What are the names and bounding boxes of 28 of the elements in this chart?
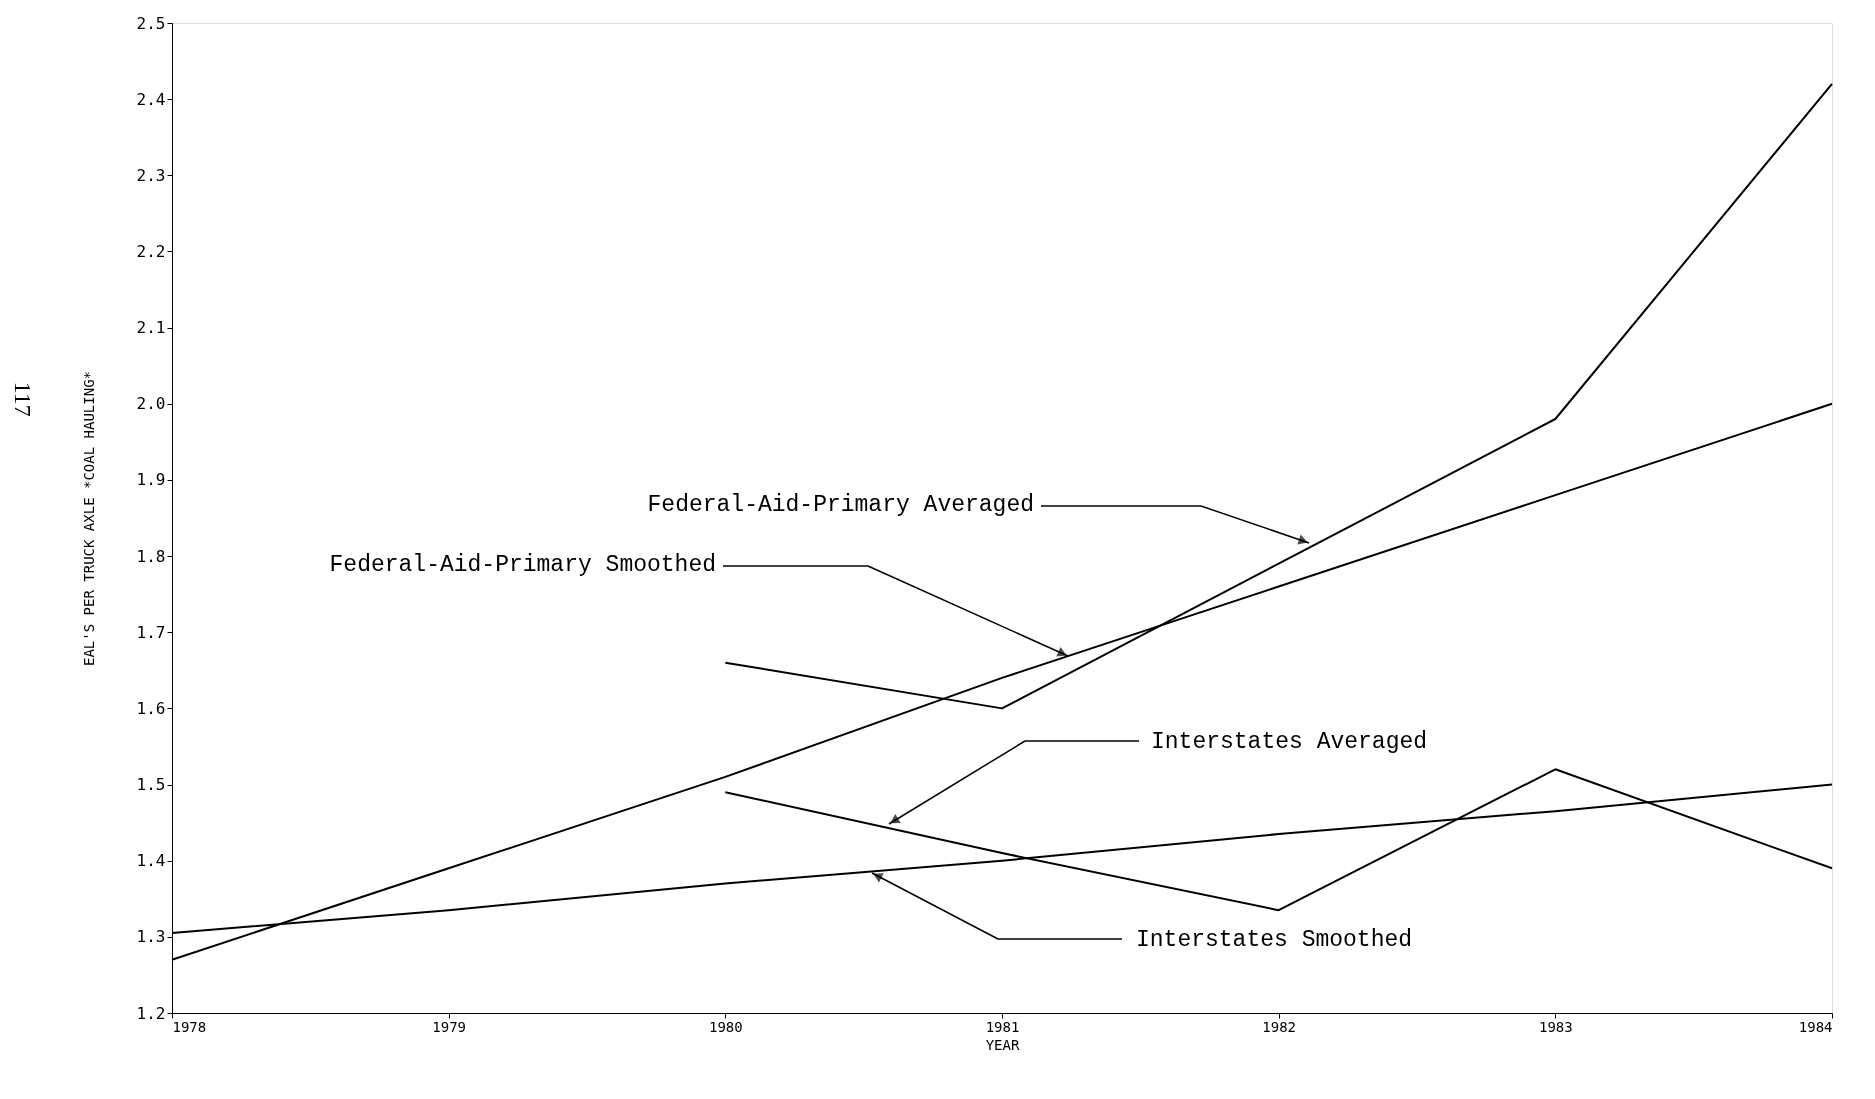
x-tick-label: 1981 — [985, 1018, 1020, 1035]
x-axis-title: YEAR — [985, 1036, 1020, 1053]
x-tick-label: 1979 — [432, 1018, 467, 1035]
y-tick-label: 1.8 — [136, 546, 166, 566]
annotation: Interstates Averaged — [1151, 729, 1428, 755]
x-tick-label: 1980 — [708, 1018, 743, 1035]
y-tick-label: 1.7 — [136, 622, 166, 642]
x-tick-label: 1982 — [1262, 1018, 1297, 1035]
y-axis-title: EAL'S PER TRUCK AXLE *COAL HAULING* — [80, 370, 97, 667]
y-tick-label: 2.5 — [136, 13, 166, 33]
annotation: Federal-Aid-Primary Averaged — [647, 492, 1034, 518]
annotation: Interstates Smoothed — [1136, 927, 1413, 953]
y-tick-label: 1.2 — [136, 1003, 166, 1023]
x-tick-label: 1978 — [172, 1018, 207, 1035]
y-tick-label: 1.4 — [136, 851, 166, 871]
y-tick-label: 2.2 — [136, 241, 166, 261]
x-tick-label: 1984 — [1798, 1018, 1833, 1035]
y-tick-label: 1.3 — [136, 927, 166, 947]
y-tick-label: 1.9 — [136, 470, 166, 490]
y-tick-label: 2.0 — [136, 394, 166, 414]
y-tick-label: 2.3 — [136, 165, 166, 185]
annotation: Federal-Aid-Primary Smoothed — [329, 552, 716, 578]
x-tick-label: 1983 — [1538, 1018, 1573, 1035]
y-tick-label: 1.6 — [136, 698, 166, 718]
text: 117 — [10, 381, 36, 417]
y-tick-label: 2.1 — [136, 318, 166, 338]
y-tick-label: 1.5 — [136, 775, 166, 795]
y-tick-label: 2.4 — [136, 89, 166, 109]
